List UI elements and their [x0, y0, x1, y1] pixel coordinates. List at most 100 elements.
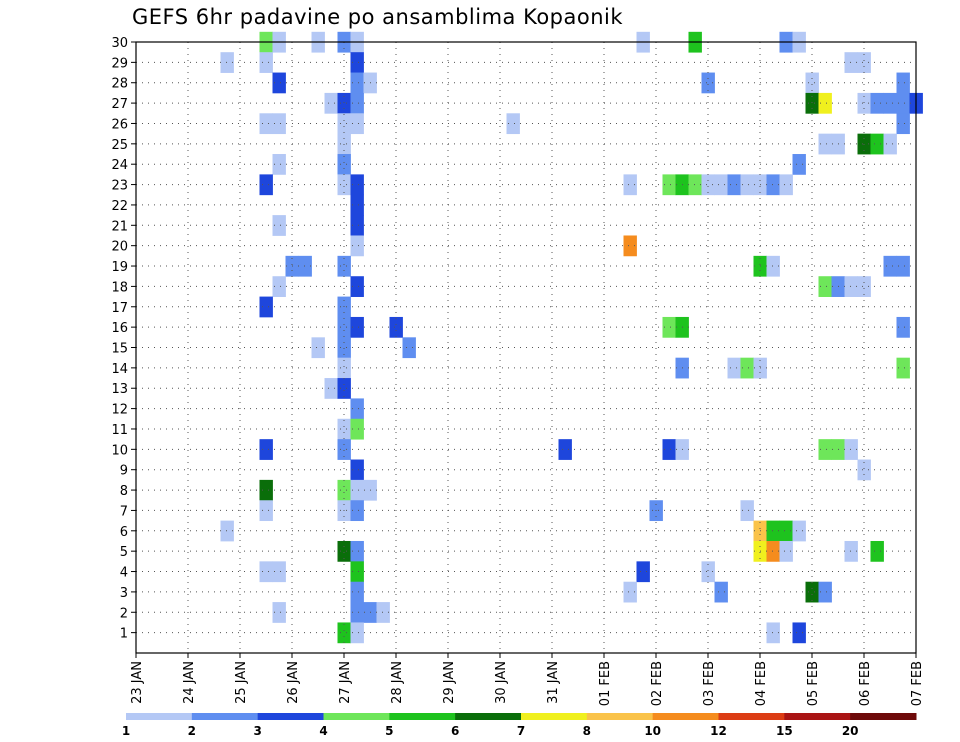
- y-tick-label: 10: [111, 443, 128, 458]
- heatmap-cell: [688, 174, 702, 196]
- heatmap-cell: [662, 316, 676, 338]
- x-tick-label: 07 FEB: [910, 661, 925, 706]
- heatmap-cell: [337, 418, 351, 440]
- colorbar-label: 3: [253, 724, 261, 738]
- heatmap-cell: [779, 540, 793, 562]
- colorbar-label: 10: [644, 724, 661, 738]
- heatmap-cell: [701, 72, 715, 94]
- heatmap-cell: [298, 255, 312, 277]
- heatmap-cell: [272, 113, 286, 135]
- y-tick-label: 19: [111, 260, 128, 275]
- y-tick-label: 24: [111, 158, 128, 173]
- heatmap-cell: [337, 378, 351, 399]
- heatmap-cell: [259, 500, 273, 522]
- heatmap-cell: [896, 357, 910, 379]
- heatmap-cell: [792, 520, 806, 542]
- heatmap-cell: [896, 92, 910, 114]
- heatmap-cell: [805, 581, 819, 603]
- heatmap-cell: [337, 357, 351, 379]
- heatmap-cell: [259, 174, 273, 196]
- x-tick-label: 06 FEB: [858, 661, 873, 706]
- heatmap-cell: [337, 255, 351, 277]
- heatmap-cell: [844, 540, 858, 562]
- heatmap-cell: [779, 174, 793, 196]
- heatmap-cell: [766, 255, 780, 277]
- heatmap-cell: [272, 72, 286, 94]
- colorbar-segment: [389, 713, 456, 720]
- heatmap-cell: [311, 337, 325, 359]
- heatmap-cell: [272, 276, 286, 297]
- heatmap-cell: [350, 235, 364, 257]
- heatmap-cell: [766, 520, 780, 542]
- heatmap-cell: [870, 133, 884, 155]
- y-tick-label: 4: [120, 566, 128, 581]
- heatmap-cell: [805, 72, 819, 94]
- heatmap-cell: [766, 174, 780, 196]
- y-tick-label: 17: [111, 301, 128, 316]
- heatmap-cell: [350, 72, 364, 94]
- x-tick-label: 27 JAN: [338, 661, 353, 704]
- heatmap-cell: [350, 500, 364, 522]
- heatmap-cell: [623, 174, 637, 196]
- heatmap-cell: [857, 459, 871, 481]
- colorbar-segment: [586, 713, 654, 720]
- heatmap-cell: [350, 418, 364, 440]
- heatmap-cell: [350, 174, 364, 196]
- colorbar-label: 1: [122, 724, 130, 738]
- colorbar-segment: [455, 713, 522, 720]
- heatmap-cell: [805, 92, 819, 114]
- y-tick-label: 30: [111, 36, 128, 51]
- x-tick-label: 02 FEB: [650, 661, 665, 706]
- heatmap-cell: [350, 602, 364, 623]
- heatmap-cell: [389, 316, 403, 338]
- heatmap-cell: [727, 357, 741, 379]
- heatmap-cell: [844, 439, 858, 460]
- y-tick-label: 11: [111, 423, 128, 438]
- heatmap-cell: [766, 540, 780, 562]
- y-tick-label: 2: [120, 606, 128, 621]
- colorbar-segment: [784, 713, 851, 720]
- heatmap-cell: [714, 174, 728, 196]
- heatmap-cell: [272, 561, 286, 583]
- x-tick-label: 28 JAN: [390, 661, 405, 704]
- colorbar-segment: [323, 713, 390, 720]
- colorbar-segment: [257, 713, 324, 720]
- x-tick-label: 04 FEB: [754, 661, 769, 706]
- heatmap-cell: [259, 561, 273, 583]
- heatmap-cell: [623, 235, 637, 257]
- heatmap-cell: [259, 479, 273, 501]
- x-tick-label: 31 JAN: [546, 661, 561, 704]
- heatmap-cell: [350, 52, 364, 73]
- heatmap-cell: [766, 622, 780, 644]
- chart-title: GEFS 6hr padavine po ansamblima Kopaonik: [132, 5, 624, 29]
- heatmap-cell: [337, 174, 351, 196]
- colorbar-label: 20: [842, 724, 859, 738]
- heatmap-cell: [337, 540, 351, 562]
- heatmap-cell: [350, 276, 364, 297]
- heatmap-cell: [844, 52, 858, 73]
- y-tick-label: 16: [111, 321, 128, 336]
- heatmap-cell: [714, 581, 728, 603]
- heatmap-cell: [324, 378, 338, 399]
- heatmap-cell: [350, 581, 364, 603]
- colorbar-label: 4: [319, 724, 327, 738]
- heatmap-cell: [662, 439, 676, 460]
- x-tick-label: 23 JAN: [130, 661, 145, 704]
- heatmap-cell: [350, 113, 364, 135]
- x-tick-label: 26 JAN: [286, 661, 301, 704]
- heatmap-cell: [662, 174, 676, 196]
- heatmap-cell: [857, 276, 871, 297]
- heatmap-cell: [896, 316, 910, 338]
- y-tick-label: 28: [111, 77, 128, 92]
- heatmap-cell: [350, 622, 364, 644]
- y-tick-label: 8: [120, 484, 128, 499]
- heatmap-cell: [558, 439, 572, 460]
- y-tick-label: 27: [111, 97, 128, 112]
- y-tick-label: 14: [111, 362, 128, 377]
- colorbar-segment: [521, 713, 588, 720]
- heatmap-cell: [818, 439, 832, 460]
- x-tick-label: 01 FEB: [598, 661, 613, 706]
- x-tick-label: 30 JAN: [494, 661, 509, 704]
- heatmap-cell: [506, 113, 520, 135]
- heatmap-cell: [220, 52, 234, 73]
